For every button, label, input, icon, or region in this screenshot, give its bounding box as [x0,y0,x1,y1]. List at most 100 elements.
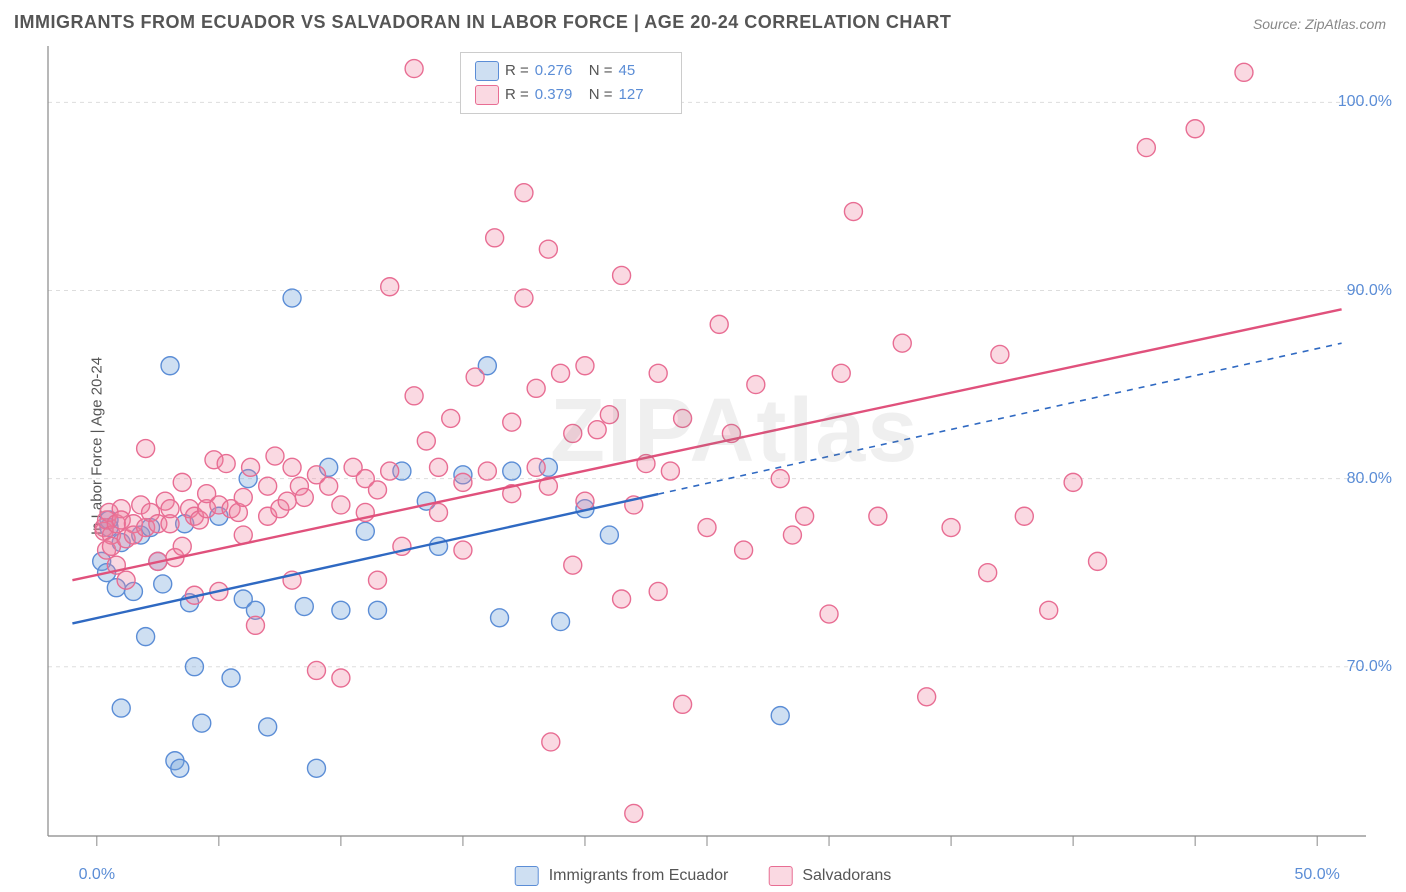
data-point [515,184,533,202]
data-point [576,357,594,375]
data-point [832,364,850,382]
data-point [454,473,472,491]
data-point [259,718,277,736]
data-point [576,492,594,510]
data-point [193,714,211,732]
data-point [242,458,260,476]
data-point [542,733,560,751]
legend-swatch [515,866,539,886]
data-point [430,503,448,521]
data-point [771,707,789,725]
data-point [332,601,350,619]
legend-label: Immigrants from Ecuador [549,867,729,885]
y-tick-label: 80.0% [1347,470,1392,488]
data-point [478,462,496,480]
data-point [369,571,387,589]
data-point [600,526,618,544]
scatter-plot [0,0,1406,892]
data-point [747,376,765,394]
data-point [796,507,814,525]
data-point [649,582,667,600]
data-point [185,658,203,676]
data-point [161,500,179,518]
data-point [613,590,631,608]
data-point [527,379,545,397]
data-point [369,601,387,619]
data-point [527,458,545,476]
data-point [217,455,235,473]
stat-n-value: 45 [619,59,667,83]
stat-r-value: 0.379 [535,83,583,107]
data-point [307,759,325,777]
data-point [649,364,667,382]
data-point [486,229,504,247]
trend-line-extrapolated [658,343,1341,494]
data-point [283,289,301,307]
stats-legend-row: R = 0.276 N = 45 [475,59,667,83]
data-point [942,519,960,537]
legend-item: Immigrants from Ecuador [515,866,729,886]
data-point [442,409,460,427]
data-point [222,669,240,687]
data-point [173,537,191,555]
data-point [710,315,728,333]
data-point [295,488,313,506]
data-point [735,541,753,559]
data-point [137,440,155,458]
data-point [454,541,472,559]
data-point [1137,139,1155,157]
data-point [417,432,435,450]
data-point [307,661,325,679]
legend-swatch [475,85,499,105]
data-point [564,424,582,442]
data-point [1040,601,1058,619]
data-point [552,613,570,631]
data-point [893,334,911,352]
data-point [295,598,313,616]
data-point [552,364,570,382]
data-point [117,571,135,589]
data-point [369,481,387,499]
data-point [381,278,399,296]
data-point [234,488,252,506]
data-point [266,447,284,465]
legend-swatch [768,866,792,886]
data-point [844,203,862,221]
stat-r-value: 0.276 [535,59,583,83]
x-tick-label: 50.0% [1294,866,1339,884]
y-tick-label: 90.0% [1347,282,1392,300]
trend-line [72,309,1341,580]
data-point [466,368,484,386]
data-point [112,699,130,717]
data-point [320,477,338,495]
data-point [588,421,606,439]
data-point [356,522,374,540]
data-point [783,526,801,544]
data-point [613,266,631,284]
data-point [332,496,350,514]
data-point [246,616,264,634]
data-point [674,409,692,427]
data-point [1089,552,1107,570]
data-point [661,462,679,480]
stat-n-value: 127 [619,83,667,107]
correlation-stats-legend: R = 0.276 N = 45 R = 0.379 N = 127 [460,52,682,114]
data-point [674,695,692,713]
data-point [600,406,618,424]
legend-label: Salvadorans [802,867,891,885]
y-tick-label: 100.0% [1338,93,1392,111]
series-legend: Immigrants from Ecuador Salvadorans [515,866,892,886]
data-point [381,462,399,480]
data-point [1064,473,1082,491]
data-point [991,345,1009,363]
data-point [771,470,789,488]
x-tick-label: 0.0% [79,866,115,884]
data-point [1186,120,1204,138]
stat-n-label: N = [589,83,613,107]
data-point [625,804,643,822]
stats-legend-row: R = 0.379 N = 127 [475,83,667,107]
legend-swatch [475,61,499,81]
data-point [503,462,521,480]
data-point [503,413,521,431]
data-point [171,759,189,777]
